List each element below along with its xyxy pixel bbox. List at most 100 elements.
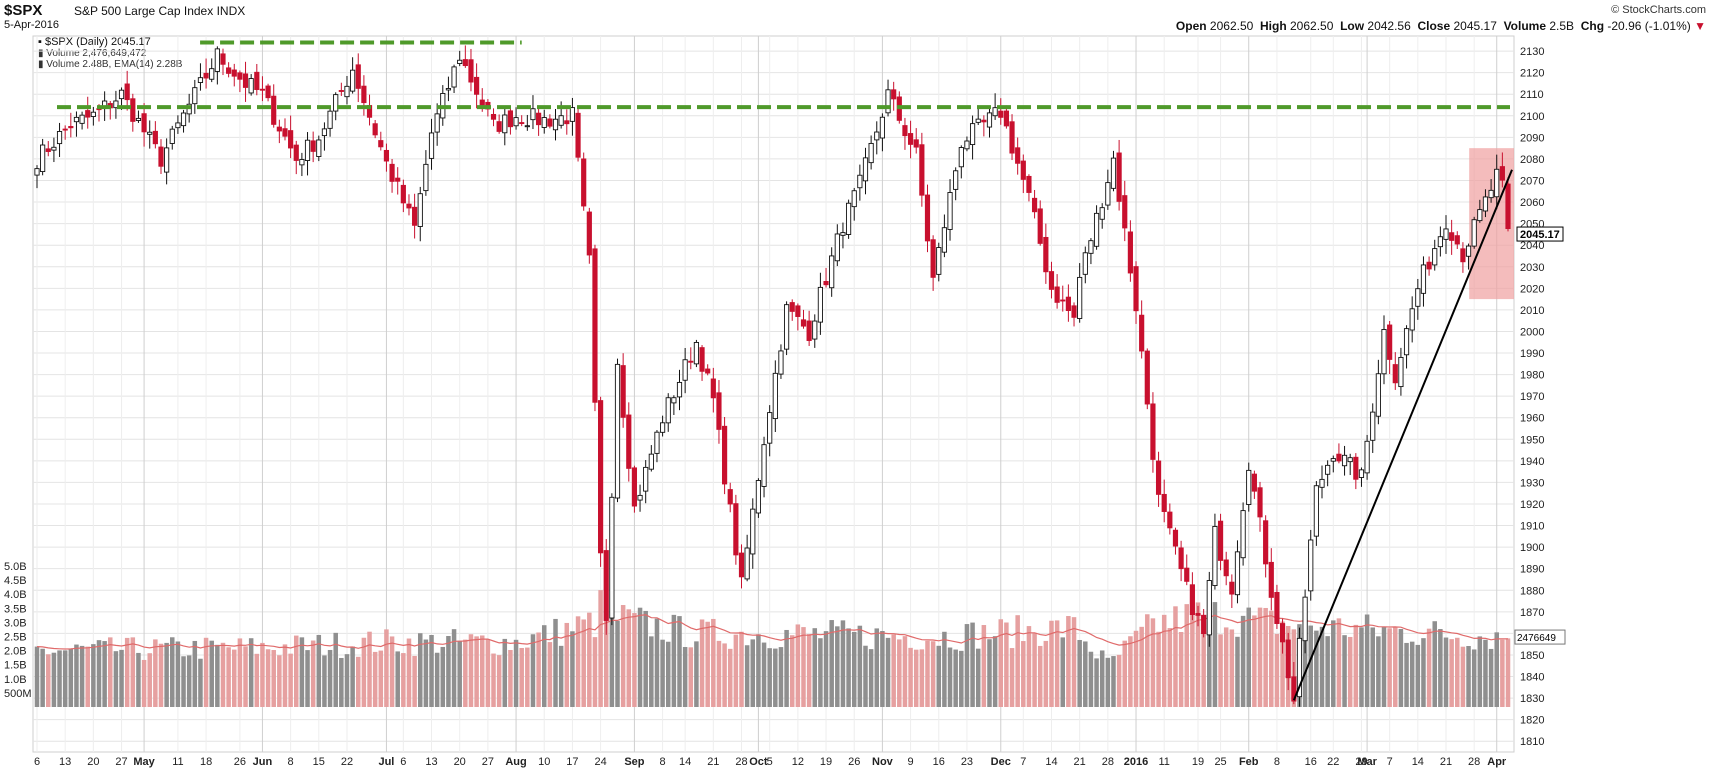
exchange-label: INDX — [216, 4, 246, 18]
candle-body — [1184, 567, 1190, 582]
price-tick-label: 1930 — [1520, 477, 1544, 489]
volume-bar — [79, 645, 85, 707]
volume-bar — [215, 644, 220, 707]
volume-bar — [598, 590, 603, 707]
volume-bar — [1212, 602, 1218, 707]
candle — [152, 121, 158, 149]
volume-tick-label: 4.0B — [4, 589, 27, 601]
candle-body — [1167, 511, 1173, 529]
candle-body — [1037, 208, 1043, 244]
volume-value: 2.5B — [1549, 19, 1575, 33]
candle — [293, 140, 299, 175]
price-tick-label: 1890 — [1520, 564, 1544, 576]
volume-bar — [750, 639, 756, 707]
price-tick-label: 1870 — [1520, 607, 1544, 619]
candle — [519, 115, 525, 127]
candle-body — [383, 149, 390, 162]
candle — [1020, 154, 1026, 194]
candle-body — [254, 71, 260, 90]
candle-body — [451, 66, 457, 88]
volume-bar — [401, 653, 406, 707]
date-tick-label: 7 — [1020, 756, 1026, 768]
volume-bar — [181, 656, 186, 707]
volume-bar — [91, 644, 96, 707]
volume-bar — [147, 653, 152, 707]
candle — [665, 393, 671, 432]
volume-bar — [902, 636, 908, 707]
candle-body — [1043, 236, 1049, 273]
date-tick-label: 9 — [908, 756, 914, 768]
candle-body — [1296, 637, 1303, 698]
date-tick-label: 21 — [1440, 756, 1452, 768]
candle — [327, 107, 333, 137]
candle-body — [271, 95, 277, 125]
volume-bar — [108, 637, 113, 707]
candle-body — [1341, 454, 1348, 467]
candle-body — [237, 72, 243, 80]
candle — [1223, 551, 1229, 586]
candle-body — [969, 123, 976, 146]
price-tick-label: 1990 — [1520, 348, 1544, 360]
volume-bar — [1167, 628, 1173, 707]
candle — [1026, 174, 1032, 202]
price-tick-label: 2000 — [1520, 326, 1544, 338]
candle — [840, 222, 846, 249]
price-tick-label: 1820 — [1520, 715, 1544, 727]
candle — [141, 103, 147, 147]
candle-body — [1110, 157, 1117, 189]
candle-body — [1358, 469, 1365, 478]
candle — [1172, 527, 1179, 555]
volume-bar — [299, 637, 305, 707]
volume-bar — [795, 624, 801, 707]
legend-volume: ▮ Volume 2,476,649,472 — [38, 48, 147, 59]
date-tick-label: 20 — [454, 756, 466, 768]
candle — [1088, 238, 1094, 265]
volume-bar — [355, 656, 361, 707]
candle — [603, 539, 609, 635]
volume-tick-label: 1.0B — [4, 674, 27, 686]
volume-bar — [1133, 630, 1139, 707]
candle-body — [113, 100, 119, 109]
candle-body — [829, 255, 835, 289]
volume-bar — [1421, 638, 1426, 707]
candle — [51, 137, 57, 163]
price-tick-label: 2100 — [1520, 111, 1544, 123]
candle-body — [1263, 520, 1269, 565]
candle-body — [1020, 160, 1026, 180]
candle-body — [1449, 232, 1455, 241]
candle-body — [1054, 286, 1060, 303]
candle — [1189, 572, 1195, 621]
candle-body — [1364, 440, 1370, 474]
volume-bar — [446, 636, 451, 707]
candle — [457, 50, 463, 67]
volume-bar — [1094, 658, 1099, 707]
candle — [772, 360, 778, 433]
volume-bar — [1246, 607, 1251, 707]
candle — [524, 114, 530, 131]
candle — [1155, 451, 1162, 507]
volume-bar — [102, 641, 107, 707]
candle — [1420, 256, 1427, 307]
candle-body — [355, 64, 361, 89]
candle — [462, 45, 468, 68]
candle-body — [744, 547, 750, 580]
last-volume-box — [1514, 629, 1566, 645]
candle — [62, 125, 68, 140]
volume-bar — [547, 642, 553, 707]
candle — [699, 345, 705, 381]
candle — [682, 347, 688, 394]
volume-bar — [880, 631, 885, 707]
candle-body — [1240, 510, 1246, 559]
date-tick-label: 28 — [1102, 756, 1114, 768]
volume-bar — [384, 629, 389, 707]
candle — [130, 93, 136, 132]
candle — [1077, 263, 1083, 323]
ohlc-readout: Open 2062.50 High 2062.50 Low 2042.56 Cl… — [1176, 19, 1706, 33]
candle — [1370, 403, 1376, 453]
volume-bar — [141, 659, 147, 707]
candle-body — [1505, 183, 1511, 230]
volume-bar — [1364, 614, 1370, 707]
date-tick-label: Mar — [1357, 756, 1377, 768]
volume-bar — [992, 636, 998, 707]
candle-body — [1223, 559, 1229, 577]
